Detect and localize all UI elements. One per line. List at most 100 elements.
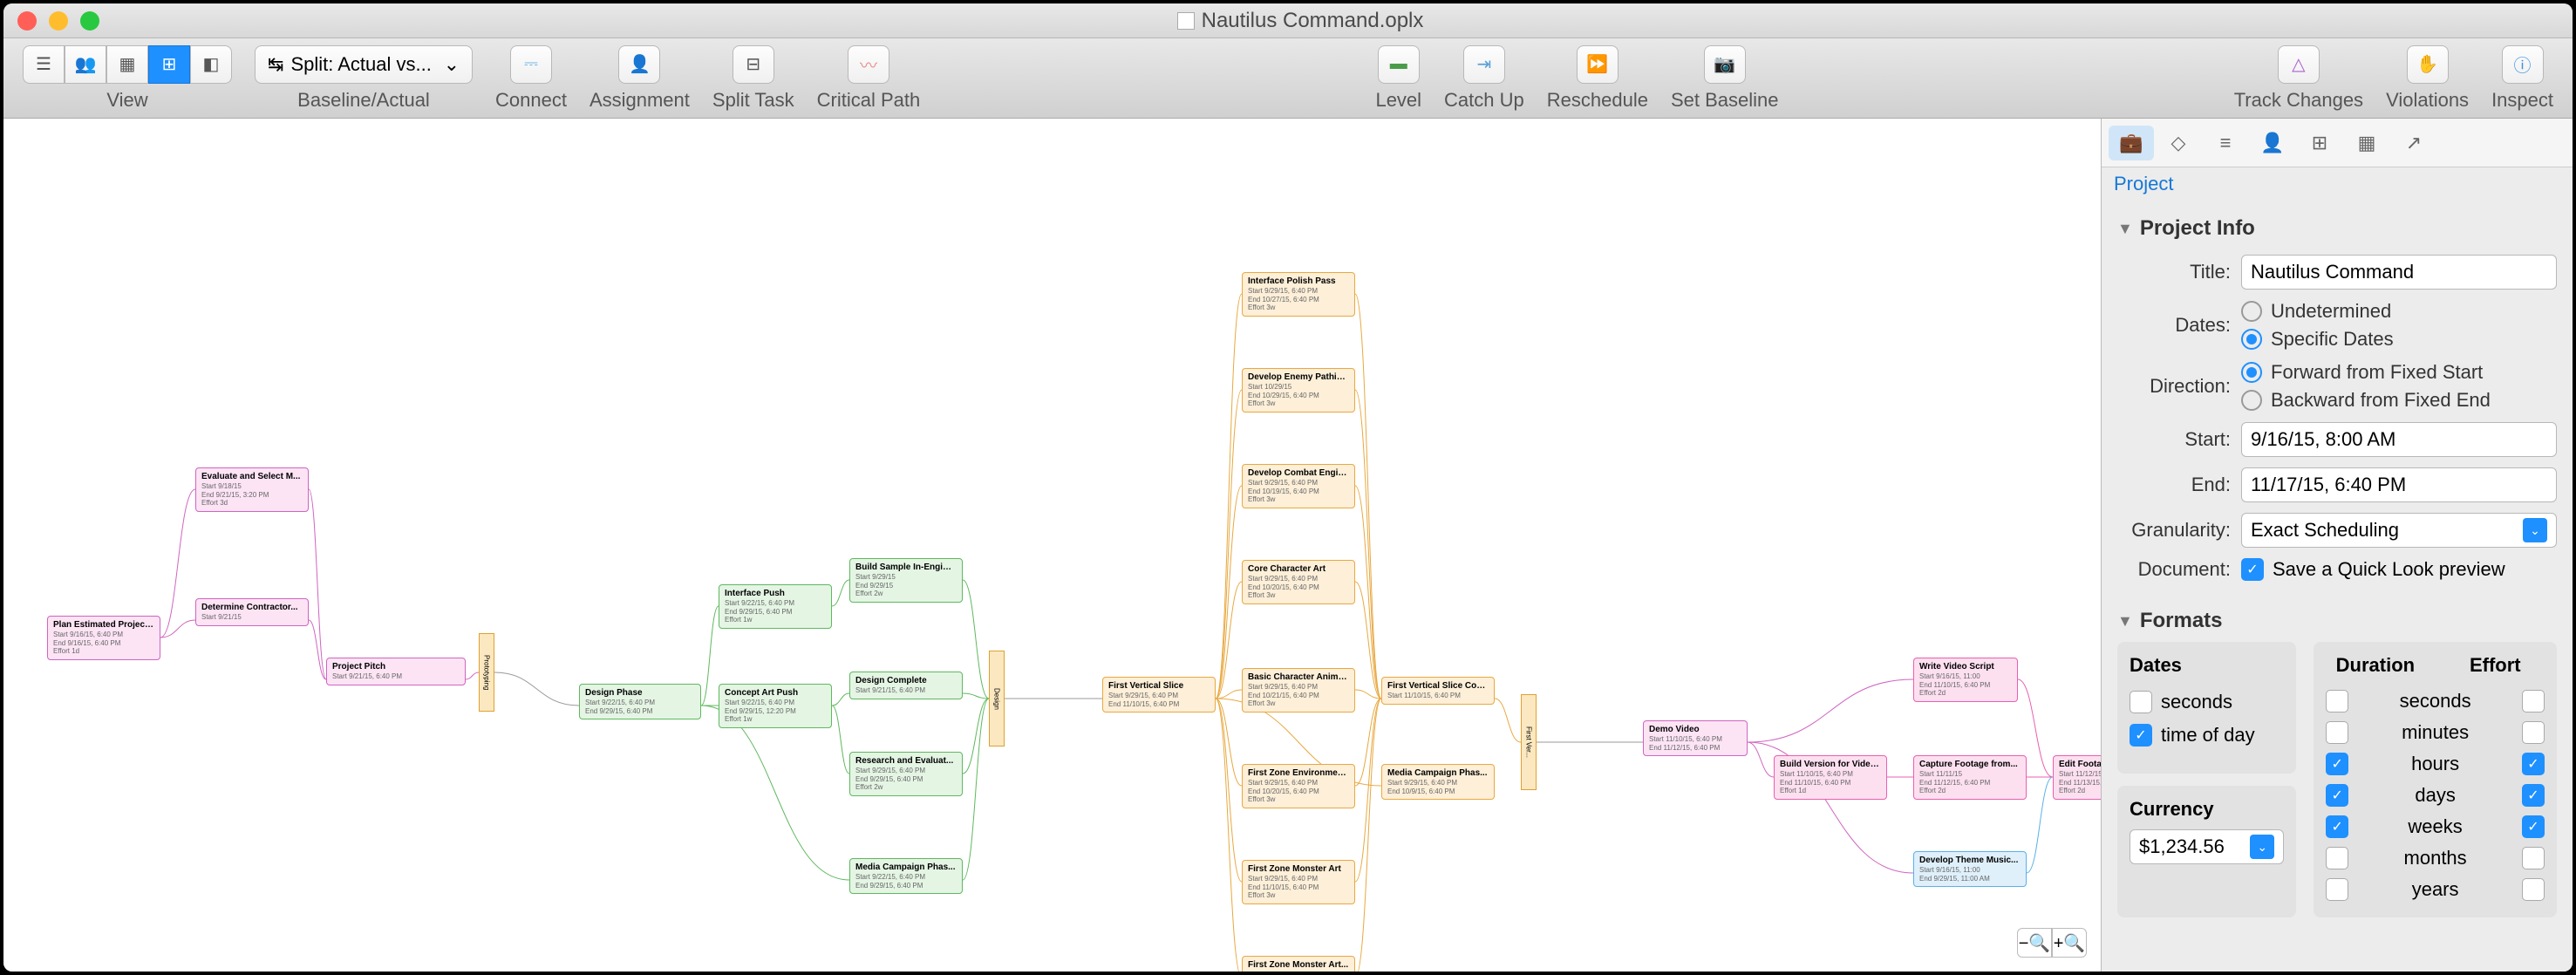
dates-specific-radio[interactable]: Specific Dates xyxy=(2241,328,2394,351)
inspector-tab-table[interactable]: ▦ xyxy=(2344,126,2389,160)
milestone-node[interactable]: Prototyping xyxy=(479,633,494,712)
effort-u_months-checkbox[interactable] xyxy=(2522,847,2545,869)
task-node[interactable]: Media Campaign Phas...Start 9/29/15, 6:4… xyxy=(1381,764,1495,800)
node-title: Research and Evaluat... xyxy=(855,756,957,767)
task-node[interactable]: First Zone Monster Art...Start 9/29/15, … xyxy=(1242,956,1355,972)
project-title-input[interactable] xyxy=(2241,255,2557,290)
quicklook-checkbox[interactable]: ✓ xyxy=(2241,558,2264,581)
assignment-button[interactable]: 👤 xyxy=(618,45,660,84)
task-node[interactable]: Write Video ScriptStart 9/16/15, 11:00En… xyxy=(1913,658,2018,702)
task-node[interactable]: Concept Art PushStart 9/22/15, 6:40 PMEn… xyxy=(719,684,832,728)
duration-u_days-checkbox[interactable]: ✓ xyxy=(2326,784,2348,807)
task-node[interactable]: First Vertical SliceStart 9/29/15, 6:40 … xyxy=(1102,677,1216,712)
task-node[interactable]: Develop Combat Engin...Start 9/29/15, 6:… xyxy=(1242,464,1355,508)
inspector-tabs: 💼 ◇ ≡ 👤 ⊞ ▦ ↗ xyxy=(2102,119,2573,167)
effort-u_weeks-checkbox[interactable]: ✓ xyxy=(2522,815,2545,838)
task-node[interactable]: Develop Theme Music...Start 9/16/15, 11:… xyxy=(1913,851,2027,887)
task-node[interactable]: First Vertical Slice Com...Start 11/10/1… xyxy=(1381,677,1495,705)
close-window-button[interactable] xyxy=(17,11,37,31)
effort-u_seconds-checkbox[interactable] xyxy=(2522,690,2545,712)
connect-button[interactable]: ⎓ xyxy=(510,45,552,84)
task-node[interactable]: Interface Polish PassStart 9/29/15, 6:40… xyxy=(1242,272,1355,317)
inspector-tab-custom[interactable]: ⊞ xyxy=(2297,126,2342,160)
task-node[interactable]: Basic Character Anima...Start 9/29/15, 6… xyxy=(1242,668,1355,712)
duration-u_months-checkbox[interactable] xyxy=(2326,847,2348,869)
formats-header[interactable]: ▼Formats xyxy=(2117,600,2557,642)
minimize-window-button[interactable] xyxy=(49,11,68,31)
milestone-node[interactable]: First Ver... xyxy=(1521,694,1537,790)
inspector-tab-attach[interactable]: ↗ xyxy=(2391,126,2436,160)
effort-u_hours-checkbox[interactable]: ✓ xyxy=(2522,753,2545,775)
node-effort: Effort 3w xyxy=(1248,699,1349,708)
task-node[interactable]: Build Version for Video...Start 11/10/15… xyxy=(1774,755,1887,800)
effort-u_days-checkbox[interactable]: ✓ xyxy=(2522,784,2545,807)
start-date-input[interactable] xyxy=(2241,422,2557,457)
effort-u_years-checkbox[interactable] xyxy=(2522,878,2545,901)
duration-u_years-checkbox[interactable] xyxy=(2326,878,2348,901)
track-changes-label: Track Changes xyxy=(2234,89,2363,112)
task-node[interactable]: Develop Enemy Pathin...Start 10/29/15End… xyxy=(1242,368,1355,412)
reschedule-label: Reschedule xyxy=(1547,89,1648,112)
view-gantt-button[interactable]: ☰ xyxy=(23,45,65,84)
task-node[interactable]: Capture Footage from...Start 11/11/15End… xyxy=(1913,755,2027,800)
track-changes-button[interactable]: △ xyxy=(2278,45,2320,84)
reschedule-button[interactable]: ⏩ xyxy=(1577,45,1619,84)
task-node[interactable]: Interface PushStart 9/22/15, 6:40 PMEnd … xyxy=(719,584,832,629)
node-effort: Effort 3d xyxy=(201,499,303,508)
zoom-out-button[interactable]: −🔍 xyxy=(2017,928,2052,958)
duration-u_minutes-checkbox[interactable] xyxy=(2326,721,2348,744)
select-value: Exact Scheduling xyxy=(2251,519,2399,542)
task-node[interactable]: Design CompleteStart 9/21/15, 6:40 PM xyxy=(849,672,963,699)
violations-button[interactable]: ✋ xyxy=(2407,45,2449,84)
task-node[interactable]: Demo VideoStart 11/10/15, 6:40 PMEnd 11/… xyxy=(1643,720,1748,756)
seconds-checkbox[interactable] xyxy=(2130,691,2152,713)
task-node[interactable]: Evaluate and Select M...Start 9/18/15End… xyxy=(195,467,309,512)
zoom-in-button[interactable]: +🔍 xyxy=(2052,928,2087,958)
node-end: End 10/27/15, 6:40 PM xyxy=(1248,296,1349,304)
view-network-button[interactable]: ⊞ xyxy=(148,45,190,84)
task-node[interactable]: First Zone Environment...Start 9/29/15, … xyxy=(1242,764,1355,808)
inspector-tab-milestones[interactable]: ◇ xyxy=(2156,126,2201,160)
task-node[interactable]: Project PitchStart 9/21/15, 6:40 PM xyxy=(326,658,466,685)
duration-u_weeks-checkbox[interactable]: ✓ xyxy=(2326,815,2348,838)
view-style-button[interactable]: ◧ xyxy=(190,45,232,84)
duration-u_hours-checkbox[interactable]: ✓ xyxy=(2326,753,2348,775)
set-baseline-button[interactable]: 📷 xyxy=(1704,45,1746,84)
task-node[interactable]: Edit Footage to Theme...Start 11/12/15En… xyxy=(2053,755,2102,800)
currency-select[interactable]: $1,234.56⌄ xyxy=(2130,829,2284,864)
timeofday-checkbox[interactable]: ✓ xyxy=(2130,724,2152,747)
inspect-button[interactable]: ⓘ xyxy=(2502,45,2544,84)
level-button[interactable]: ▬ xyxy=(1378,45,1420,84)
catch-up-button[interactable]: ⇥ xyxy=(1463,45,1505,84)
end-date-input[interactable] xyxy=(2241,467,2557,502)
duration-u_seconds-checkbox[interactable] xyxy=(2326,690,2348,712)
network-canvas[interactable]: Plan Estimated Project...Start 9/16/15, … xyxy=(3,119,2102,972)
inspector-tab-styles[interactable]: ≡ xyxy=(2203,126,2248,160)
node-start: Start 11/12/15 xyxy=(2059,770,2102,779)
view-resources-button[interactable]: 👥 xyxy=(65,45,106,84)
milestone-node[interactable]: Design xyxy=(989,651,1005,747)
start-label: Start: xyxy=(2117,428,2231,451)
task-node[interactable]: Build Sample In-Engine...Start 9/29/15En… xyxy=(849,558,963,603)
view-label: View xyxy=(106,89,147,112)
direction-forward-radio[interactable]: Forward from Fixed Start xyxy=(2241,361,2491,384)
inspector-tab-project[interactable]: 💼 xyxy=(2109,126,2154,160)
task-node[interactable]: First Zone Monster ArtStart 9/29/15, 6:4… xyxy=(1242,860,1355,904)
critical-path-button[interactable]: 〰 xyxy=(848,45,889,84)
zoom-window-button[interactable] xyxy=(80,11,99,31)
view-calendar-button[interactable]: ▦ xyxy=(106,45,148,84)
project-info-header[interactable]: ▼Project Info xyxy=(2117,208,2557,249)
task-node[interactable]: Media Campaign Phas...Start 9/22/15, 6:4… xyxy=(849,858,963,894)
task-node[interactable]: Determine Contractor...Start 9/21/15 xyxy=(195,598,309,626)
task-node[interactable]: Core Character ArtStart 9/29/15, 6:40 PM… xyxy=(1242,560,1355,604)
effort-u_minutes-checkbox[interactable] xyxy=(2522,721,2545,744)
baseline-dropdown[interactable]: ↹ Split: Actual vs... ⌄ xyxy=(255,45,473,84)
granularity-select[interactable]: Exact Scheduling⌄ xyxy=(2241,513,2557,548)
task-node[interactable]: Plan Estimated Project...Start 9/16/15, … xyxy=(47,616,160,660)
task-node[interactable]: Design PhaseStart 9/22/15, 6:40 PMEnd 9/… xyxy=(579,684,701,719)
split-task-button[interactable]: ⊟ xyxy=(733,45,774,84)
direction-backward-radio[interactable]: Backward from Fixed End xyxy=(2241,389,2491,412)
dates-undetermined-radio[interactable]: Undetermined xyxy=(2241,300,2394,323)
task-node[interactable]: Research and Evaluat...Start 9/29/15, 6:… xyxy=(849,752,963,796)
inspector-tab-resource[interactable]: 👤 xyxy=(2250,126,2295,160)
